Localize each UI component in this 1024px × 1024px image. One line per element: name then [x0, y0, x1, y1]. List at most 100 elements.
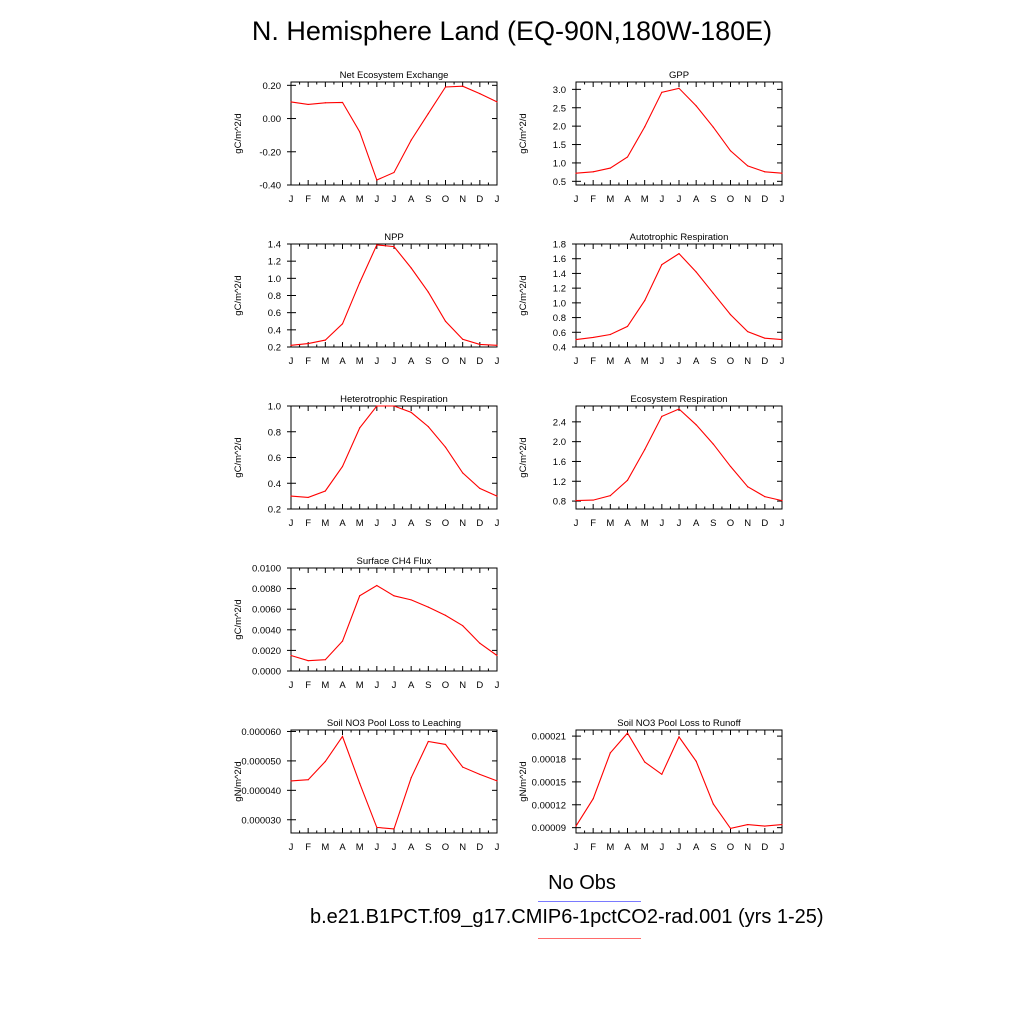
- x-tick-label: M: [606, 518, 614, 529]
- series-line: [575, 408, 783, 502]
- x-tick-label: M: [641, 518, 649, 529]
- data-point: [592, 499, 594, 501]
- y-tick-label: 0.0060: [252, 605, 281, 616]
- x-tick-label: F: [305, 518, 311, 529]
- y-tick-label: 0.8: [553, 313, 566, 324]
- x-tick-label: A: [339, 518, 346, 529]
- x-tick-label: F: [590, 356, 596, 367]
- x-tick-label: S: [710, 518, 716, 529]
- x-tick-label: J: [780, 356, 785, 367]
- y-axis-label: gC/m^2/d: [233, 599, 244, 639]
- data-point: [496, 344, 498, 346]
- data-point: [359, 131, 361, 133]
- data-point: [341, 735, 344, 738]
- x-tick-label: J: [392, 194, 397, 205]
- x-tick-label: A: [693, 194, 700, 205]
- data-point: [764, 825, 766, 827]
- x-tick-label: J: [659, 518, 664, 529]
- data-point: [462, 625, 464, 627]
- x-tick-label: J: [780, 842, 785, 853]
- x-tick-label: S: [425, 194, 431, 205]
- y-tick-label: 1.6: [553, 254, 566, 265]
- x-tick-label: J: [392, 680, 397, 691]
- data-point: [644, 126, 646, 128]
- x-tick-label: N: [459, 194, 466, 205]
- data-point: [609, 495, 611, 497]
- x-tick-label: J: [659, 194, 664, 205]
- data-point: [359, 595, 361, 597]
- x-tick-label: D: [476, 356, 483, 367]
- x-tick-label: A: [408, 356, 415, 367]
- data-point: [307, 342, 309, 345]
- y-axis-label: gC/m^2/d: [233, 437, 244, 477]
- data-point: [626, 325, 629, 327]
- data-point: [324, 760, 326, 763]
- data-point: [575, 172, 577, 174]
- x-tick-label: D: [761, 356, 768, 367]
- y-tick-label: 1.0: [268, 402, 281, 413]
- data-point: [324, 339, 326, 341]
- x-tick-label: J: [495, 194, 500, 205]
- data-point: [479, 343, 481, 346]
- y-tick-label: 0.000040: [241, 786, 281, 797]
- chart-title: Ecosystem Respiration: [630, 394, 727, 405]
- x-tick-label: A: [624, 356, 631, 367]
- data-point: [376, 584, 378, 587]
- data-point: [307, 779, 309, 781]
- x-tick-label: J: [677, 518, 682, 529]
- x-tick-label: J: [677, 356, 682, 367]
- x-tick-label: O: [442, 356, 449, 367]
- data-point: [290, 654, 292, 657]
- data-point: [376, 179, 378, 181]
- x-tick-label: J: [374, 194, 379, 205]
- x-tick-label: J: [374, 356, 379, 367]
- data-point: [747, 165, 749, 167]
- x-tick-label: A: [693, 518, 700, 529]
- data-point: [410, 777, 412, 779]
- data-point: [427, 291, 429, 293]
- data-point: [324, 102, 326, 104]
- x-tick-label: N: [744, 356, 751, 367]
- x-tick-label: D: [476, 518, 483, 529]
- data-point: [661, 264, 663, 266]
- series-line: [290, 405, 498, 498]
- y-tick-label: 1.2: [268, 257, 281, 268]
- x-tick-label: S: [425, 356, 431, 367]
- y-tick-label: 0.00: [263, 114, 282, 125]
- y-tick-label: 0.0080: [252, 584, 281, 595]
- data-point: [695, 271, 697, 273]
- data-point: [376, 405, 378, 407]
- y-tick-label: 0.00021: [532, 732, 566, 743]
- x-tick-label: A: [339, 680, 346, 691]
- x-tick-label: A: [693, 356, 700, 367]
- y-tick-label: 0.0040: [252, 625, 281, 636]
- x-tick-label: J: [495, 518, 500, 529]
- x-tick-label: N: [459, 356, 466, 367]
- y-tick-label: 1.6: [553, 457, 566, 468]
- chart-title: NPP: [384, 232, 404, 243]
- x-tick-label: S: [710, 194, 716, 205]
- x-tick-label: M: [641, 356, 649, 367]
- legend-model-label: b.e21.B1PCT.f09_g17.CMIP6-1pctCO2-rad.00…: [310, 906, 824, 928]
- data-point: [427, 740, 429, 743]
- x-tick-label: M: [321, 356, 329, 367]
- data-point: [626, 156, 629, 158]
- y-tick-label: 0.000050: [241, 756, 281, 767]
- series-line: [575, 252, 783, 341]
- y-tick-label: 0.0020: [252, 646, 281, 657]
- x-tick-label: N: [459, 518, 466, 529]
- y-axis-label: gC/m^2/d: [233, 275, 244, 315]
- chart-title: Autotrophic Respiration: [630, 232, 729, 243]
- data-point: [695, 105, 697, 107]
- data-point: [479, 487, 481, 489]
- x-tick-label: N: [744, 518, 751, 529]
- y-tick-label: 2.4: [553, 417, 566, 428]
- y-tick-label: 0.2: [268, 343, 281, 354]
- data-point: [781, 339, 783, 341]
- x-tick-label: M: [606, 194, 614, 205]
